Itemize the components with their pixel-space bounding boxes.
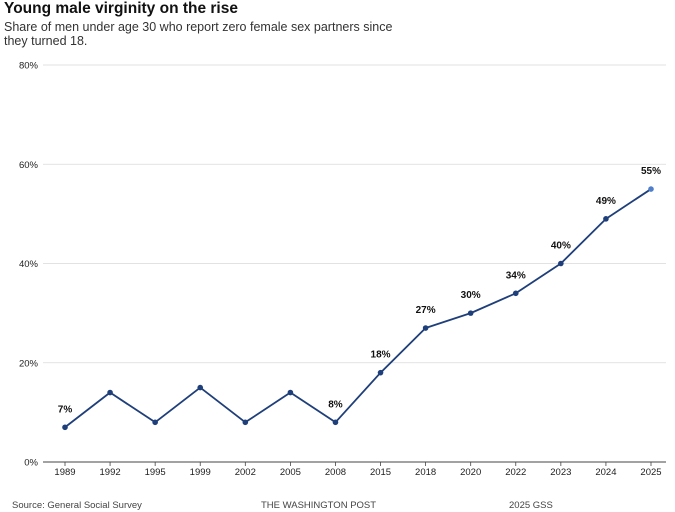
chart-subtitle: Share of men under age 30 who report zer… — [4, 20, 393, 48]
data-point — [152, 419, 158, 426]
source-note: Source: General Social Survey — [12, 500, 142, 511]
y-tick-label: 60% — [19, 160, 39, 171]
data-label: 18% — [371, 350, 391, 361]
data-point — [467, 310, 474, 316]
data-label: 34% — [506, 270, 526, 281]
x-tick-label: 2005 — [280, 467, 301, 478]
data-point — [107, 389, 113, 396]
x-tick-label: 2002 — [235, 467, 256, 478]
x-tick-label: 2024 — [595, 467, 616, 478]
x-tick-label: 1992 — [100, 467, 121, 478]
x-tick-label: 2023 — [550, 467, 571, 478]
data-point — [648, 186, 654, 192]
chart-title: Young male virginity on the rise — [4, 0, 238, 17]
data-point — [377, 369, 384, 376]
x-tick-label: 1995 — [145, 467, 166, 478]
x-tick-label: 2025 — [640, 467, 661, 478]
data-point — [242, 419, 249, 426]
data-point — [287, 389, 294, 396]
data-label: 8% — [328, 399, 343, 410]
x-tick-label: 2018 — [415, 467, 436, 478]
data-point — [558, 260, 564, 267]
x-tick-label: 2008 — [325, 467, 346, 478]
x-tick-label: 2022 — [505, 467, 526, 478]
data-point — [197, 384, 204, 391]
x-tick-label: 1999 — [190, 467, 211, 478]
data-point — [603, 216, 609, 222]
y-tick-label: 0% — [24, 458, 38, 469]
data-label: 40% — [551, 241, 571, 252]
data-point — [62, 424, 68, 431]
data-label: 55% — [641, 166, 661, 177]
data-label: 7% — [58, 404, 73, 415]
data-label: 49% — [596, 196, 616, 207]
data-point — [332, 419, 339, 426]
data-label: 27% — [416, 305, 436, 316]
x-tick-label: 2020 — [460, 467, 481, 478]
y-tick-label: 80% — [19, 61, 39, 72]
series-line — [64, 188, 652, 428]
x-tick-label: 1989 — [54, 467, 75, 478]
data-point — [422, 325, 429, 331]
data-label: 30% — [461, 290, 481, 301]
survey-note: 2025 GSS — [509, 500, 553, 511]
x-tick-label: 2015 — [370, 467, 391, 478]
y-tick-label: 40% — [19, 259, 39, 270]
y-tick-label: 20% — [19, 358, 39, 369]
publisher-credit: THE WASHINGTON POST — [261, 500, 377, 511]
data-point — [512, 290, 519, 297]
